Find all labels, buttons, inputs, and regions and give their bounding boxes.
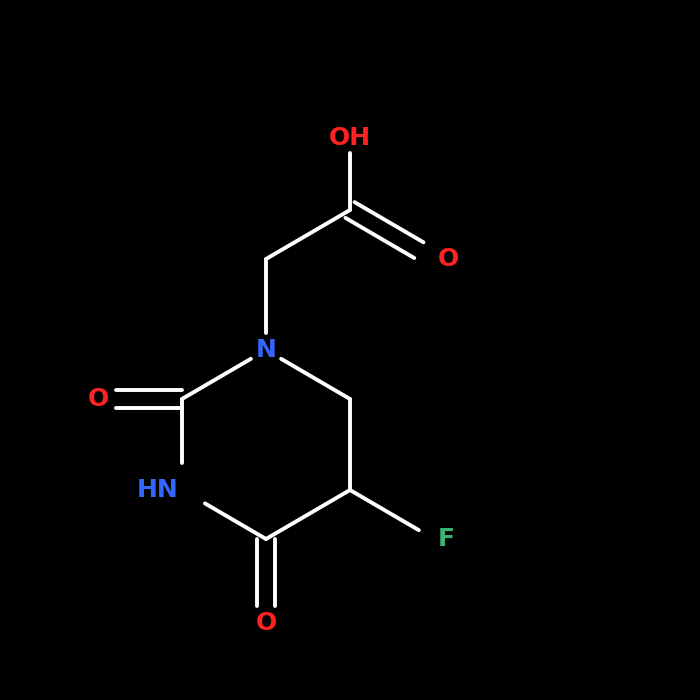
Text: HN: HN xyxy=(136,478,178,502)
Text: OH: OH xyxy=(329,126,371,150)
Text: O: O xyxy=(438,247,458,271)
Text: N: N xyxy=(256,338,276,362)
Text: O: O xyxy=(256,611,276,635)
Text: F: F xyxy=(438,527,454,551)
Text: O: O xyxy=(88,387,108,411)
